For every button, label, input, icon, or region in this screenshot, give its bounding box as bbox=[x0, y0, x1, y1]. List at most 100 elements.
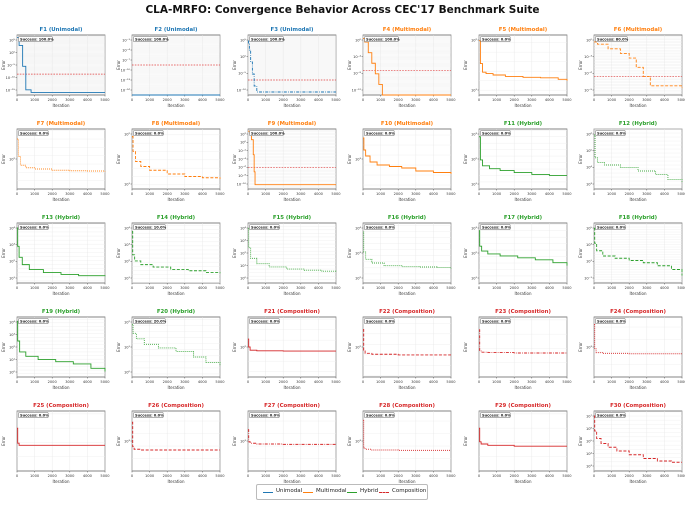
success-label-f12: Success: 0.0% bbox=[597, 131, 626, 135]
axes-frame-f11 bbox=[478, 128, 568, 190]
x-tick-label-f7: 4000 bbox=[83, 192, 93, 196]
x-tick-label-f15: 2000 bbox=[279, 286, 289, 290]
success-badge-f22 bbox=[364, 318, 395, 324]
x-axis-label-f14: Iteration bbox=[168, 291, 185, 296]
y-tick-label-f24: 10³ bbox=[586, 345, 593, 349]
series-line-f17 bbox=[479, 230, 568, 266]
x-tick-label-f24: 3000 bbox=[642, 380, 652, 384]
y-tick-label-f12: 10⁴ bbox=[586, 166, 593, 170]
x-tick-label-f28: 1000 bbox=[376, 474, 386, 478]
axes-frame-f20 bbox=[131, 316, 221, 378]
x-tick-label-f20: 1000 bbox=[145, 380, 155, 384]
axes-frame-f26 bbox=[131, 410, 221, 472]
axes-frame-f23 bbox=[478, 316, 568, 378]
subplot-title-f6: F6 (Multimodal) bbox=[614, 27, 662, 33]
x-tick-label-f2: 3000 bbox=[180, 98, 190, 102]
y-tick-label-f1: 10⁻¹⁵ bbox=[6, 88, 16, 92]
x-tick-label-f12: 1000 bbox=[607, 192, 617, 196]
series-line-f16 bbox=[363, 231, 452, 269]
y-axis-label-f1: Error bbox=[1, 60, 6, 70]
subplot-title-f3: F3 (Unimodal) bbox=[271, 27, 314, 33]
success-label-f11: Success: 0.0% bbox=[482, 131, 511, 135]
subplot-f13: F13 (Hybrid) 0 1000 2000 3000 4000 5000 10⁴ 10³ 1… bbox=[1, 215, 110, 296]
y-tick-label-f18: 10³ bbox=[586, 243, 593, 247]
y-tick-label-f19: 10² bbox=[9, 345, 16, 349]
series-line-f21 bbox=[248, 338, 336, 352]
y-tick-label-f2: 10⁻⁷ bbox=[122, 58, 130, 62]
axes-frame-f27 bbox=[247, 410, 337, 472]
series-line-f10 bbox=[363, 137, 452, 174]
legend-label-hybrid: Hybrid bbox=[360, 488, 379, 494]
x-tick-label-f9: 3000 bbox=[296, 192, 306, 196]
y-axis-label-f23: Error bbox=[463, 342, 468, 352]
x-tick-label-f21: 2000 bbox=[279, 380, 289, 384]
y-tick-label-f19: 10⁰ bbox=[9, 370, 16, 374]
legend-label-unimodal: Unimodal bbox=[276, 488, 303, 494]
success-label-f13: Success: 0.0% bbox=[20, 225, 49, 229]
x-tick-label-f29: 4000 bbox=[545, 474, 555, 478]
x-tick-label-f24: 4000 bbox=[660, 380, 670, 384]
x-tick-label-f26: 5000 bbox=[215, 474, 225, 478]
x-tick-label-f2: 0 bbox=[131, 98, 134, 102]
x-tick-label-f25: 2000 bbox=[48, 474, 58, 478]
subplot-f2: F2 (Unimodal) 0 1000 2000 3000 4000 5000 10⁻¹ 10… bbox=[116, 27, 225, 108]
x-tick-label-f22: 5000 bbox=[446, 380, 456, 384]
y-axis-label-f22: Error bbox=[347, 342, 352, 352]
subplot-title-f10: F10 (Multimodal) bbox=[381, 121, 433, 127]
y-tick-label-f11: 10² bbox=[471, 157, 478, 161]
x-tick-label-f17: 3000 bbox=[527, 286, 537, 290]
y-tick-label-f30: 10³ bbox=[586, 464, 593, 468]
success-badge-f16 bbox=[364, 224, 395, 230]
series-line-f5 bbox=[479, 40, 568, 81]
x-tick-label-f6: 0 bbox=[593, 98, 596, 102]
x-tick-label-f27: 0 bbox=[247, 474, 250, 478]
legend-swatch-unimodal bbox=[263, 492, 273, 493]
x-tick-label-f3: 5000 bbox=[331, 98, 341, 102]
y-tick-label-f13: 10² bbox=[9, 260, 16, 264]
y-tick-label-f14: 10⁴ bbox=[124, 226, 131, 230]
y-tick-label-f16: 10⁴ bbox=[355, 226, 362, 230]
x-axis-label-f4: Iteration bbox=[399, 103, 416, 108]
subplot-title-f17: F17 (Hybrid) bbox=[504, 215, 542, 221]
x-tick-label-f15: 4000 bbox=[314, 286, 324, 290]
x-tick-label-f22: 4000 bbox=[429, 380, 439, 384]
x-tick-label-f19: 5000 bbox=[100, 380, 110, 384]
y-axis-label-f28: Error bbox=[347, 436, 352, 446]
x-tick-label-f30: 5000 bbox=[677, 474, 685, 478]
y-tick-label-f15: 10⁴ bbox=[240, 226, 247, 230]
y-tick-label-f19: 10⁴ bbox=[9, 320, 16, 324]
x-tick-label-f20: 4000 bbox=[198, 380, 208, 384]
x-axis-label-f27: Iteration bbox=[284, 479, 301, 484]
x-tick-label-f23: 5000 bbox=[562, 380, 572, 384]
x-tick-label-f10: 3000 bbox=[411, 192, 421, 196]
series-line-f25 bbox=[17, 427, 105, 446]
y-tick-label-f9: 10⁻⁸ bbox=[238, 174, 246, 178]
y-tick-label-f8: 10¹ bbox=[124, 182, 131, 186]
success-badge-f12 bbox=[595, 130, 626, 136]
y-axis-label-f30: Error bbox=[578, 436, 583, 446]
axes-frame-f25 bbox=[16, 410, 106, 472]
subplot-title-f15: F15 (Hybrid) bbox=[273, 215, 311, 221]
x-tick-label-f7: 5000 bbox=[100, 192, 110, 196]
x-tick-label-f17: 2000 bbox=[510, 286, 520, 290]
x-tick-label-f27: 5000 bbox=[331, 474, 341, 478]
success-label-f27: Success: 0.0% bbox=[251, 413, 280, 417]
x-tick-label-f14: 4000 bbox=[198, 286, 208, 290]
x-axis-label-f8: Iteration bbox=[168, 197, 185, 202]
x-tick-label-f9: 0 bbox=[247, 192, 250, 196]
x-tick-label-f1: 3000 bbox=[65, 98, 75, 102]
series-line-f13 bbox=[17, 227, 106, 277]
success-label-f25: Success: 0.0% bbox=[20, 413, 49, 417]
x-tick-label-f27: 1000 bbox=[261, 474, 271, 478]
x-tick-label-f10: 5000 bbox=[446, 192, 456, 196]
subplot-title-f29: F29 (Composition) bbox=[495, 403, 551, 409]
series-line-f22 bbox=[363, 329, 451, 356]
subplot-f11: F11 (Hybrid) 0 1000 2000 3000 4000 5000 10³ 10² 1… bbox=[463, 121, 572, 202]
x-tick-label-f26: 4000 bbox=[198, 474, 208, 478]
y-tick-label-f6: 10⁻³ bbox=[584, 55, 592, 59]
subplot-title-f21: F21 (Composition) bbox=[264, 309, 320, 315]
x-tick-label-f27: 2000 bbox=[279, 474, 289, 478]
y-axis-label-f13: Error bbox=[1, 248, 6, 258]
subplot-f21: F21 (Composition) 0 1000 2000 3000 4000 5000 10… bbox=[232, 309, 341, 390]
success-label-f22: Success: 0.0% bbox=[366, 319, 395, 323]
